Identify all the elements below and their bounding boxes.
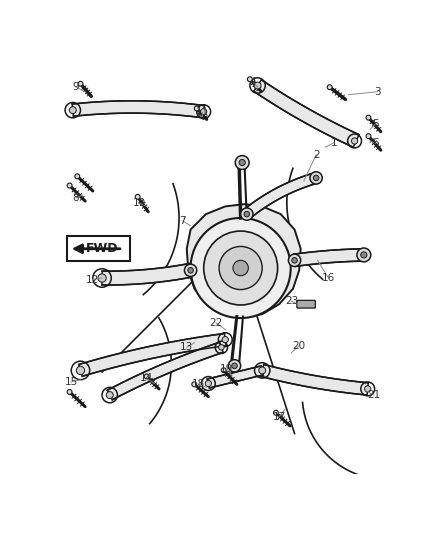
Polygon shape <box>107 342 223 400</box>
Polygon shape <box>102 263 192 285</box>
Circle shape <box>366 134 371 139</box>
Text: 6: 6 <box>372 138 379 148</box>
Text: 19: 19 <box>220 364 233 374</box>
Circle shape <box>188 268 193 273</box>
Circle shape <box>76 366 85 375</box>
Text: 10: 10 <box>132 198 145 207</box>
Circle shape <box>247 77 252 82</box>
Polygon shape <box>254 80 359 147</box>
Circle shape <box>219 246 262 289</box>
Text: 8: 8 <box>73 193 79 203</box>
Circle shape <box>228 360 240 372</box>
Circle shape <box>98 274 106 282</box>
Text: 1: 1 <box>331 138 338 148</box>
Circle shape <box>366 115 371 120</box>
Text: 22: 22 <box>209 318 223 328</box>
Text: 11: 11 <box>195 107 209 117</box>
Circle shape <box>233 260 248 276</box>
Circle shape <box>78 82 83 86</box>
Circle shape <box>221 368 226 373</box>
Text: 9: 9 <box>73 82 79 92</box>
Text: 23: 23 <box>285 296 298 306</box>
Circle shape <box>75 174 80 179</box>
Circle shape <box>222 336 228 343</box>
Circle shape <box>219 344 224 350</box>
Circle shape <box>67 390 72 394</box>
Text: 14: 14 <box>140 373 153 383</box>
Text: 18: 18 <box>192 379 205 389</box>
Circle shape <box>357 248 371 262</box>
Circle shape <box>351 138 358 144</box>
Circle shape <box>288 254 301 266</box>
Text: 16: 16 <box>322 273 335 283</box>
Polygon shape <box>72 101 205 118</box>
Text: 12: 12 <box>86 274 99 285</box>
Circle shape <box>254 82 261 89</box>
Text: 21: 21 <box>367 390 381 400</box>
Text: 17: 17 <box>272 411 286 422</box>
Text: 3: 3 <box>374 87 381 96</box>
Circle shape <box>313 175 319 181</box>
Circle shape <box>292 257 297 263</box>
Text: 15: 15 <box>65 377 78 387</box>
Circle shape <box>204 231 278 305</box>
Polygon shape <box>294 249 364 266</box>
Circle shape <box>232 363 237 369</box>
Polygon shape <box>244 173 318 219</box>
Circle shape <box>259 367 266 374</box>
Circle shape <box>191 218 291 318</box>
Circle shape <box>69 107 76 114</box>
Circle shape <box>201 109 207 115</box>
Text: FWD: FWD <box>86 243 118 255</box>
Polygon shape <box>187 204 301 317</box>
Circle shape <box>240 208 253 220</box>
Circle shape <box>67 183 72 188</box>
Text: 4: 4 <box>250 77 256 87</box>
Text: 13: 13 <box>180 342 193 352</box>
Polygon shape <box>261 365 368 395</box>
Text: 20: 20 <box>293 341 306 351</box>
Circle shape <box>364 386 371 392</box>
Circle shape <box>361 252 367 258</box>
Circle shape <box>310 172 322 184</box>
Circle shape <box>273 410 278 415</box>
FancyBboxPatch shape <box>67 237 130 261</box>
Polygon shape <box>207 366 263 388</box>
Text: 2: 2 <box>313 150 319 160</box>
Circle shape <box>194 106 199 111</box>
Circle shape <box>192 382 197 387</box>
Circle shape <box>184 264 197 277</box>
Text: 5: 5 <box>372 119 379 129</box>
Circle shape <box>144 374 149 379</box>
Circle shape <box>235 156 249 169</box>
Circle shape <box>239 159 245 166</box>
Text: 7: 7 <box>180 216 186 226</box>
Circle shape <box>244 212 250 217</box>
FancyBboxPatch shape <box>297 301 315 308</box>
Circle shape <box>135 195 140 199</box>
Circle shape <box>327 85 332 90</box>
Circle shape <box>106 392 113 399</box>
Polygon shape <box>79 334 226 376</box>
Circle shape <box>205 381 212 386</box>
